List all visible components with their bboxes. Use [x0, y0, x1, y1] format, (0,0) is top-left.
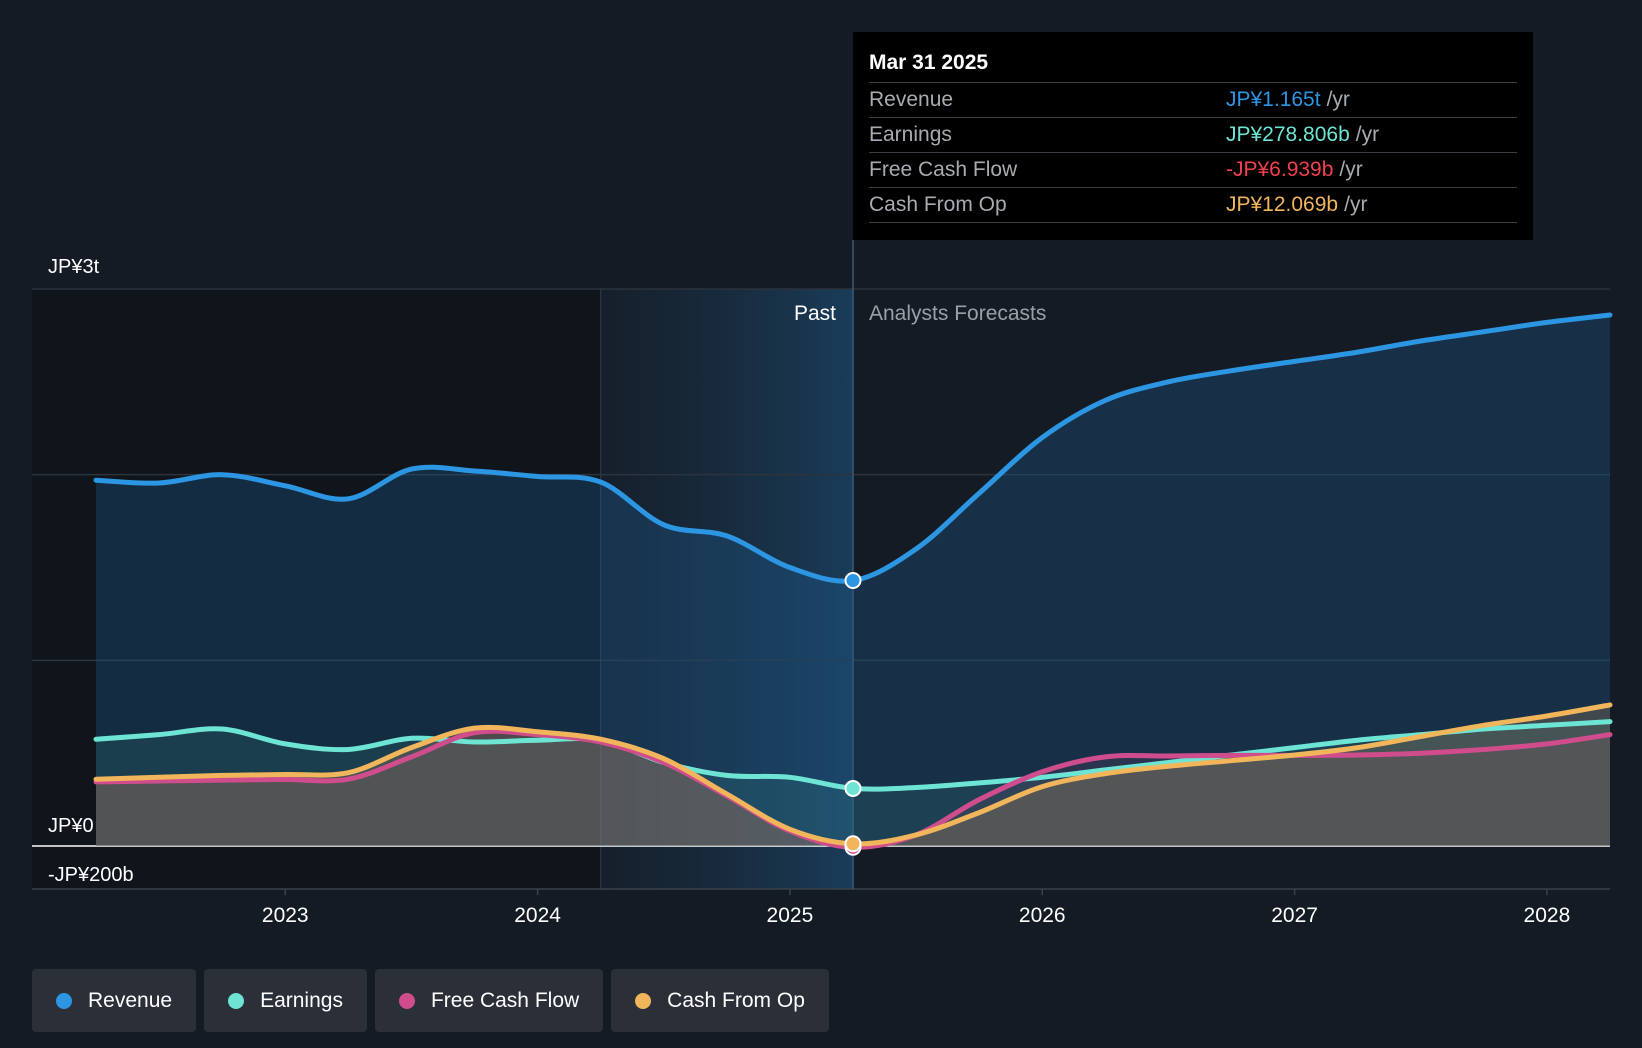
- x-tick-label: 2024: [514, 904, 561, 927]
- x-tick-label: 2025: [767, 904, 814, 927]
- past-label: Past: [794, 302, 836, 325]
- tooltip-value: JP¥1.165t: [1226, 88, 1321, 111]
- legend-label: Revenue: [88, 988, 173, 1012]
- legend-item-free-cash-flow[interactable]: Free Cash Flow: [374, 969, 604, 1032]
- tooltip-label: Cash From Op: [869, 193, 1007, 216]
- past-region-shade: [32, 289, 601, 889]
- legend-dot-icon: [635, 992, 652, 1009]
- chart-area: JP¥3t JP¥0 -JP¥200b 2023 2024 2025 2026 2027 202…: [32, 240, 1613, 927]
- earnings-marker: [844, 779, 862, 797]
- legend-label: Cash From Op: [667, 988, 805, 1012]
- forecast-label: Analysts Forecasts: [869, 302, 1046, 325]
- tooltip-date: Mar 31 2025: [869, 51, 989, 74]
- tooltip-unit: /yr: [1355, 123, 1380, 146]
- earnings-line: [93, 719, 1613, 792]
- tooltip-label: Revenue: [869, 88, 954, 111]
- cash-from-op-marker: [844, 835, 862, 853]
- tooltip-row-revenue: Revenue JP¥1.165t /yr: [869, 82, 1517, 117]
- tooltip-value: JP¥278.806b: [1226, 123, 1350, 146]
- y-tick-label: JP¥0: [48, 815, 94, 837]
- earnings-area: [96, 721, 1610, 846]
- x-tick-label: 2023: [262, 904, 309, 927]
- tooltip-row-cash-from-op: Cash From Op JP¥12.069b /yr: [869, 187, 1517, 223]
- legend: Revenue Earnings Free Cash Flow Cash Fro…: [32, 969, 837, 1032]
- tooltip-unit: /yr: [1344, 193, 1368, 216]
- legend-item-cash-from-op[interactable]: Cash From Op: [611, 969, 829, 1032]
- revenue-marker: [844, 571, 862, 589]
- x-tick-label: 2027: [1271, 904, 1318, 927]
- tooltip-value: JP¥12.069b: [1226, 193, 1339, 216]
- tooltip-label: Earnings: [869, 123, 952, 146]
- x-tick-label: 2026: [1019, 904, 1066, 927]
- tooltip-label: Free Cash Flow: [869, 158, 1018, 181]
- tooltip-unit: /yr: [1326, 88, 1350, 111]
- legend-label: Free Cash Flow: [430, 988, 580, 1012]
- tooltip-row-free-cash-flow: Free Cash Flow -JP¥6.939b /yr: [869, 152, 1517, 187]
- legend-item-revenue[interactable]: Revenue: [32, 969, 197, 1032]
- legend-dot-icon: [56, 992, 72, 1009]
- y-tick-label: JP¥3t: [48, 256, 100, 278]
- tooltip-value: -JP¥6.939b: [1226, 158, 1334, 181]
- tooltip-unit: /yr: [1339, 158, 1363, 181]
- tooltip-panel: Mar 31 2025 Revenue JP¥1.165t /yr Earnin…: [853, 32, 1533, 240]
- legend-dot-icon: [228, 992, 245, 1009]
- legend-item-earnings[interactable]: Earnings: [204, 969, 367, 1032]
- y-tick-label: -JP¥200b: [48, 864, 134, 886]
- tooltip-row-earnings: Earnings JP¥278.806b /yr: [869, 117, 1517, 152]
- legend-dot-icon: [398, 992, 415, 1009]
- x-tick-label: 2028: [1524, 904, 1571, 927]
- highlight-region-shade: [600, 289, 853, 889]
- legend-label: Earnings: [260, 988, 343, 1012]
